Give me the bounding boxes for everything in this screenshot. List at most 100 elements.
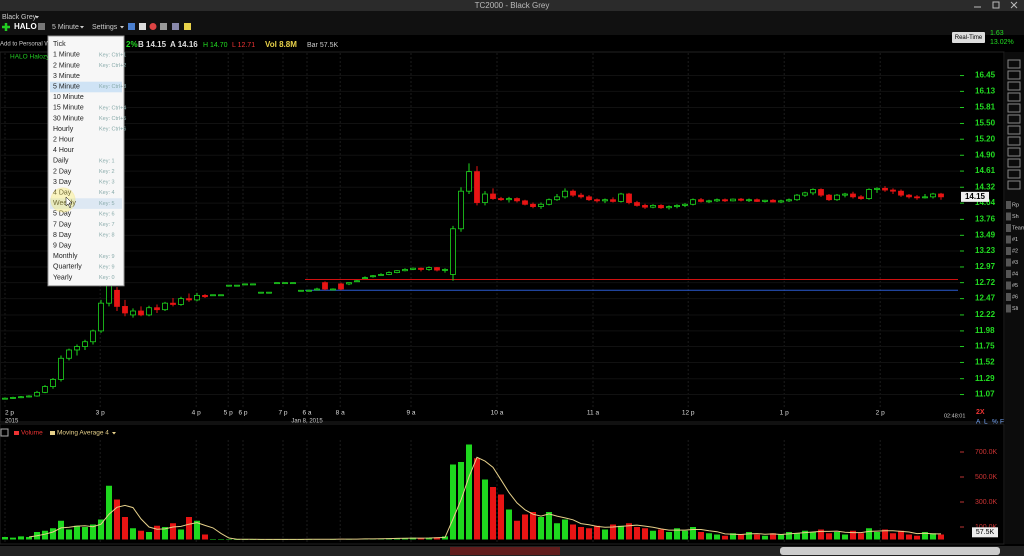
close-button[interactable] bbox=[1010, 1, 1018, 9]
sidebar-button[interactable] bbox=[1006, 247, 1011, 255]
sidebar-button[interactable] bbox=[1006, 270, 1011, 278]
sidebar-button[interactable] bbox=[1006, 293, 1011, 301]
sidebar-button[interactable] bbox=[1006, 281, 1011, 290]
sidebar-button[interactable] bbox=[1006, 235, 1011, 244]
candle-body bbox=[18, 396, 24, 399]
icon[interactable] bbox=[139, 23, 146, 30]
tool-icon[interactable] bbox=[1007, 92, 1021, 102]
sidebar-label[interactable]: #6 bbox=[1012, 294, 1018, 300]
menu-item[interactable]: 15 Minute bbox=[53, 105, 84, 112]
menu-item[interactable]: 10 Minute bbox=[53, 94, 84, 101]
zoom-label[interactable]: 2X bbox=[976, 409, 985, 416]
sidebar-label[interactable]: Sh bbox=[1012, 214, 1019, 220]
volume-bar bbox=[714, 534, 720, 540]
menu-item[interactable]: 3 Day bbox=[53, 179, 72, 186]
tool-icon[interactable] bbox=[1007, 114, 1021, 124]
tool-icon[interactable] bbox=[1007, 103, 1021, 113]
menu-item[interactable]: Hourly bbox=[53, 126, 74, 133]
timeframe-button[interactable]: 5 Minute bbox=[52, 24, 79, 31]
axis-button[interactable]: % bbox=[992, 419, 998, 426]
symbol[interactable]: HALO bbox=[14, 22, 37, 31]
menu-item[interactable]: 5 Minute bbox=[53, 84, 80, 91]
candle-body bbox=[706, 200, 712, 203]
menu-item[interactable]: 2 Minute bbox=[53, 62, 80, 69]
sidebar-button[interactable] bbox=[1006, 201, 1011, 209]
menu-item[interactable]: 4 Day bbox=[53, 190, 72, 197]
window-controls[interactable] bbox=[974, 1, 1018, 9]
volume-legend[interactable]: Volume bbox=[21, 430, 43, 437]
toolbar bbox=[0, 11, 1024, 35]
menu-item-key: Key: Ctrl+4 bbox=[99, 105, 126, 111]
menu-item[interactable]: Quarterly bbox=[53, 264, 82, 271]
menu-item[interactable]: Weekly bbox=[53, 200, 76, 207]
sidebar-button[interactable] bbox=[1006, 224, 1011, 232]
tool-icon[interactable] bbox=[1007, 147, 1021, 157]
tool-icon[interactable] bbox=[1007, 59, 1021, 69]
sidebar-label[interactable]: Sli bbox=[1012, 306, 1018, 312]
moving-average-line bbox=[28, 456, 941, 540]
candle-body bbox=[154, 307, 160, 311]
menu-item[interactable]: 30 Minute bbox=[53, 115, 84, 122]
sidebar-label[interactable]: #2 bbox=[1012, 248, 1018, 254]
tool-icon[interactable] bbox=[1007, 136, 1021, 146]
menu-item[interactable]: Tick bbox=[53, 41, 66, 48]
volume-bar bbox=[778, 534, 784, 540]
volume-bar bbox=[706, 533, 712, 540]
legend-swatch bbox=[14, 431, 19, 435]
volume-bar bbox=[490, 487, 496, 540]
menu-item[interactable]: 3 Minute bbox=[53, 73, 80, 80]
y-tick-label: 16.45 bbox=[975, 71, 996, 80]
menu-item[interactable]: 4 Hour bbox=[53, 147, 75, 154]
icon[interactable] bbox=[184, 23, 191, 30]
menu-item[interactable]: 1 Minute bbox=[53, 52, 80, 59]
menu-item[interactable]: 7 Day bbox=[53, 221, 72, 228]
menu-item[interactable]: 8 Day bbox=[53, 232, 72, 239]
realtime-badge[interactable] bbox=[952, 32, 985, 43]
menu-item-key: Key: 9 bbox=[99, 254, 115, 260]
tool-icon[interactable] bbox=[1007, 158, 1021, 168]
menu-item[interactable]: Daily bbox=[53, 158, 69, 165]
add-button[interactable] bbox=[2, 23, 10, 31]
sidebar-label[interactable]: Team bbox=[1012, 225, 1024, 231]
volume-bar bbox=[210, 539, 216, 540]
sidebar-button[interactable] bbox=[1006, 304, 1011, 313]
maximize-button[interactable] bbox=[992, 1, 1000, 9]
menu-item[interactable]: 2 Day bbox=[53, 168, 72, 175]
tool-icon[interactable] bbox=[1007, 125, 1021, 135]
realtime-label[interactable]: Real-Time bbox=[955, 35, 983, 41]
axis-button[interactable]: L bbox=[984, 419, 988, 426]
volume-bar bbox=[690, 527, 696, 540]
tool-icon[interactable] bbox=[1007, 70, 1021, 80]
ma-legend[interactable]: Moving Average 4 bbox=[57, 430, 109, 437]
axis-button[interactable]: F bbox=[1000, 419, 1004, 426]
icon[interactable] bbox=[128, 23, 135, 30]
scroll-thumb[interactable] bbox=[780, 547, 1000, 555]
layout-menu[interactable]: Black Grey bbox=[2, 14, 37, 21]
icon[interactable] bbox=[160, 23, 167, 30]
tool-icon[interactable] bbox=[1007, 169, 1021, 179]
y-tick-label: 15.20 bbox=[975, 134, 996, 143]
icon[interactable] bbox=[172, 23, 179, 30]
sidebar-label[interactable]: #4 bbox=[1012, 271, 1018, 277]
sidebar-button[interactable] bbox=[1006, 258, 1011, 267]
icon[interactable] bbox=[149, 23, 157, 30]
menu-item[interactable]: 5 Day bbox=[53, 211, 72, 218]
menu-item[interactable]: Yearly bbox=[53, 274, 73, 281]
tool-icon[interactable] bbox=[1007, 81, 1021, 91]
sidebar-label[interactable]: #5 bbox=[1012, 283, 1018, 289]
tool-icon[interactable] bbox=[1007, 180, 1021, 190]
volume-bar bbox=[562, 519, 568, 540]
settings-button[interactable]: Settings bbox=[92, 24, 118, 31]
menu-item[interactable]: 9 Day bbox=[53, 243, 72, 250]
candle-body bbox=[138, 310, 144, 316]
watchlist-button[interactable]: Add to Personal Wa bbox=[0, 42, 54, 48]
sidebar-label[interactable]: #1 bbox=[1012, 237, 1018, 243]
sidebar-button[interactable] bbox=[1006, 212, 1011, 221]
icon[interactable] bbox=[38, 23, 45, 30]
menu-item[interactable]: 2 Hour bbox=[53, 137, 75, 144]
close-pane-button[interactable] bbox=[0, 428, 9, 437]
menu-item[interactable]: Monthly bbox=[53, 253, 78, 260]
sidebar-label[interactable]: Rp bbox=[1012, 202, 1019, 208]
sidebar-label[interactable]: #3 bbox=[1012, 260, 1018, 266]
axis-button[interactable]: A bbox=[976, 419, 981, 426]
